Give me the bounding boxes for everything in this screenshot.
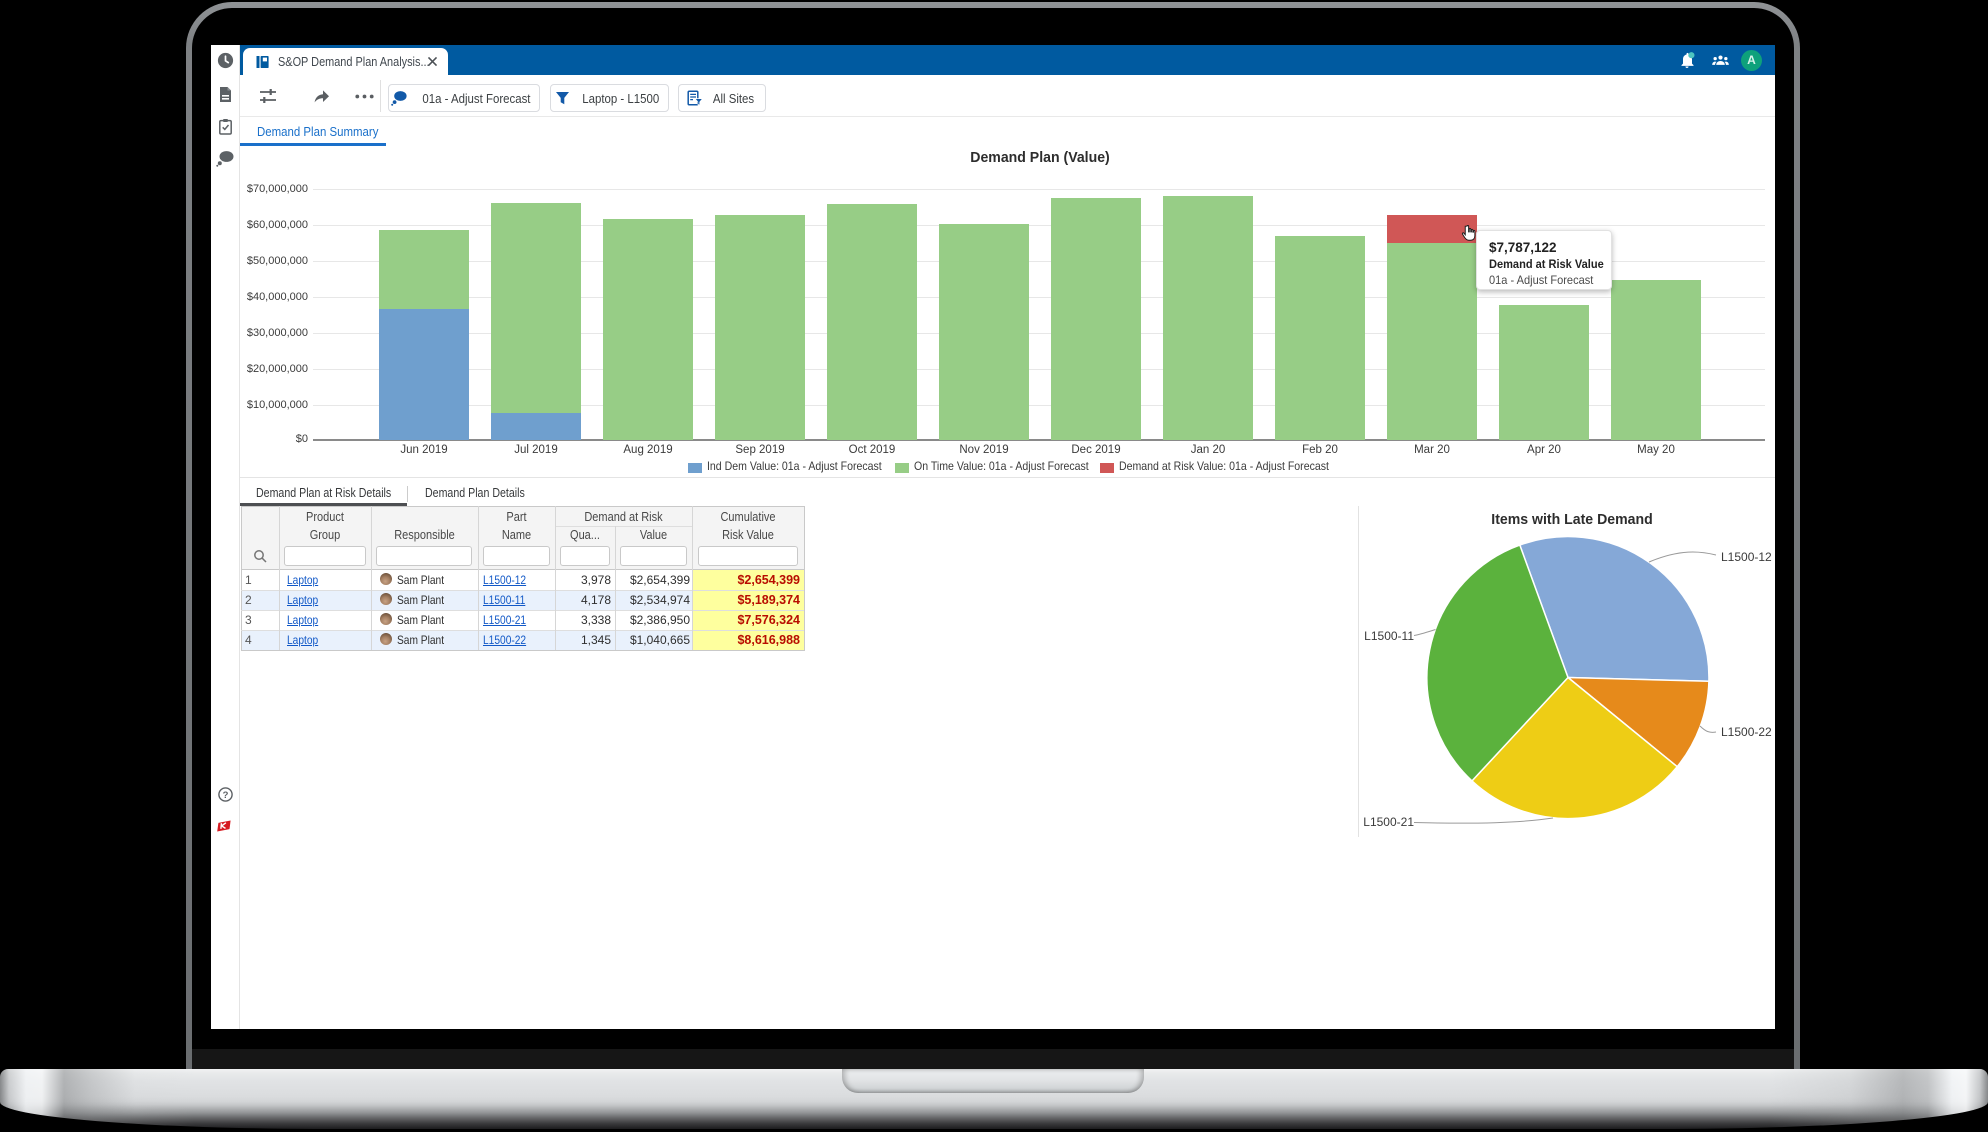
svg-text:?: ? [223,790,229,801]
